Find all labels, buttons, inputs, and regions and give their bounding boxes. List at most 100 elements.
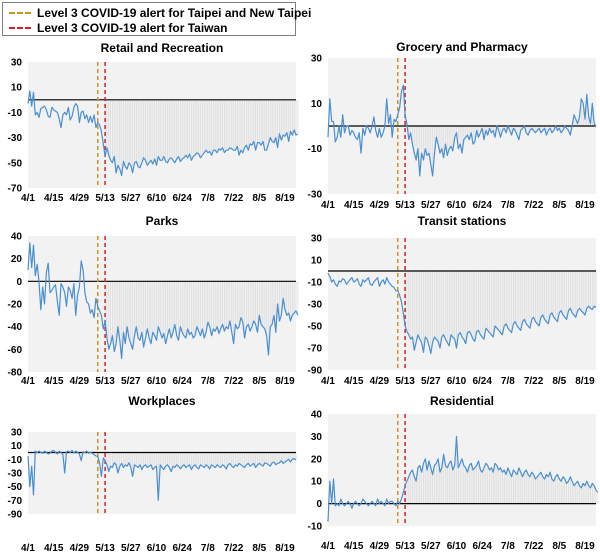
x-tick-label: 4/1	[321, 200, 335, 211]
y-tick-label: -70	[8, 184, 23, 195]
y-tick-label: -60	[8, 345, 23, 356]
legend-item-taiwan: Level 3 COVID-19 alert for Taiwan	[9, 20, 228, 35]
x-tick-label: 8/19	[275, 193, 295, 204]
x-tick-label: 8/5	[552, 376, 566, 387]
x-tick-label: 8/19	[275, 543, 295, 552]
y-tick-label: -10	[8, 108, 23, 119]
x-tick-label: 4/15	[44, 193, 64, 204]
y-tick-label: -30	[308, 300, 323, 311]
y-tick-label: 10	[11, 83, 23, 94]
x-tick-label: 6/10	[147, 193, 167, 204]
x-tick-label: 6/10	[447, 376, 467, 387]
y-tick-label: 20	[11, 254, 23, 265]
y-tick-label: -10	[8, 455, 23, 466]
chart-title: Workplaces	[128, 394, 195, 408]
x-tick-label: 8/5	[252, 193, 266, 204]
x-tick-label: 5/13	[95, 193, 115, 204]
x-tick-label: 6/24	[472, 376, 492, 387]
x-tick-label: 7/22	[524, 376, 544, 387]
x-tick-label: 6/24	[472, 541, 492, 552]
y-tick-label: -30	[8, 133, 23, 144]
x-tick-label: 4/1	[321, 376, 335, 387]
x-tick-label: 7/8	[201, 376, 215, 387]
x-tick-label: 6/10	[147, 543, 167, 552]
y-tick-label: -50	[8, 158, 23, 169]
x-tick-label: 7/22	[224, 543, 244, 552]
x-tick-label: 6/10	[447, 541, 467, 552]
x-tick-label: 4/15	[44, 376, 64, 387]
x-tick-label: 4/15	[344, 200, 364, 211]
x-tick-label: 6/24	[172, 543, 192, 552]
y-tick-label: 30	[11, 428, 23, 439]
y-tick-label: -90	[308, 366, 323, 377]
y-tick-label: 0	[16, 277, 22, 288]
y-tick-label: -70	[8, 496, 23, 507]
x-tick-label: 5/27	[121, 376, 141, 387]
y-tick-label: -30	[308, 190, 323, 201]
y-tick-label: 10	[311, 477, 323, 488]
x-tick-label: 4/29	[370, 376, 390, 387]
chart-title: Parks	[146, 214, 179, 228]
y-tick-label: 10	[311, 99, 323, 110]
x-tick-label: 5/27	[121, 543, 141, 552]
y-tick-label: -40	[8, 322, 23, 333]
x-tick-label: 4/1	[21, 376, 35, 387]
x-tick-label: 8/19	[575, 376, 595, 387]
legend-box: Level 3 COVID-19 alert for Taipei and Ne…	[2, 2, 311, 36]
x-tick-label: 7/22	[224, 193, 244, 204]
y-tick-label: -50	[308, 322, 323, 333]
series-line	[27, 449, 297, 501]
y-tick-label: 30	[311, 432, 323, 443]
y-tick-label: 40	[11, 232, 23, 243]
legend-item-taipei: Level 3 COVID-19 alert for Taipei and Ne…	[9, 5, 311, 20]
x-tick-label: 4/29	[370, 541, 390, 552]
series-line	[27, 242, 299, 359]
x-tick-label: 7/8	[501, 541, 515, 552]
x-tick-label: 8/19	[575, 541, 595, 552]
x-tick-label: 5/13	[95, 543, 115, 552]
x-tick-label: 7/22	[224, 376, 244, 387]
y-tick-label: 30	[311, 234, 323, 245]
x-tick-label: 8/19	[575, 200, 595, 211]
x-tick-label: 4/1	[321, 541, 335, 552]
x-tick-label: 7/8	[201, 193, 215, 204]
y-tick-label: -10	[308, 522, 323, 533]
y-tick-label: -80	[8, 368, 23, 379]
x-tick-label: 7/8	[201, 543, 215, 552]
x-tick-label: 8/5	[252, 376, 266, 387]
y-tick-label: -50	[8, 482, 23, 493]
x-tick-label: 5/13	[395, 200, 415, 211]
x-tick-label: 5/27	[421, 200, 441, 211]
legend-swatch-taipei	[9, 11, 31, 14]
x-tick-label: 4/29	[370, 200, 390, 211]
series-line	[327, 272, 597, 355]
x-tick-label: 4/1	[21, 193, 35, 204]
y-tick-label: 40	[311, 410, 323, 421]
series-line	[327, 84, 597, 177]
series-line	[27, 90, 299, 176]
chart-title: Retail and Recreation	[101, 41, 224, 55]
y-tick-label: 0	[316, 499, 322, 510]
y-tick-label: -10	[308, 278, 323, 289]
x-tick-label: 8/5	[552, 541, 566, 552]
y-tick-label: 20	[311, 454, 323, 465]
x-tick-label: 7/8	[501, 376, 515, 387]
chart-title: Residential	[430, 394, 494, 408]
y-tick-label: 30	[11, 58, 23, 69]
x-tick-label: 4/1	[21, 543, 35, 552]
x-tick-label: 7/8	[501, 200, 515, 211]
x-tick-label: 4/15	[344, 376, 364, 387]
y-tick-label: 30	[311, 54, 323, 65]
x-tick-label: 6/10	[147, 376, 167, 387]
legend-swatch-taiwan	[9, 26, 31, 29]
y-tick-label: -30	[8, 469, 23, 480]
x-tick-label: 8/5	[552, 200, 566, 211]
x-tick-label: 5/13	[95, 376, 115, 387]
x-tick-label: 6/24	[172, 376, 192, 387]
series-line	[327, 435, 599, 522]
x-tick-label: 4/29	[70, 543, 90, 552]
x-tick-label: 5/13	[395, 376, 415, 387]
y-tick-label: 10	[11, 441, 23, 452]
legend-label-taipei: Level 3 COVID-19 alert for Taipei and Ne…	[37, 5, 312, 20]
